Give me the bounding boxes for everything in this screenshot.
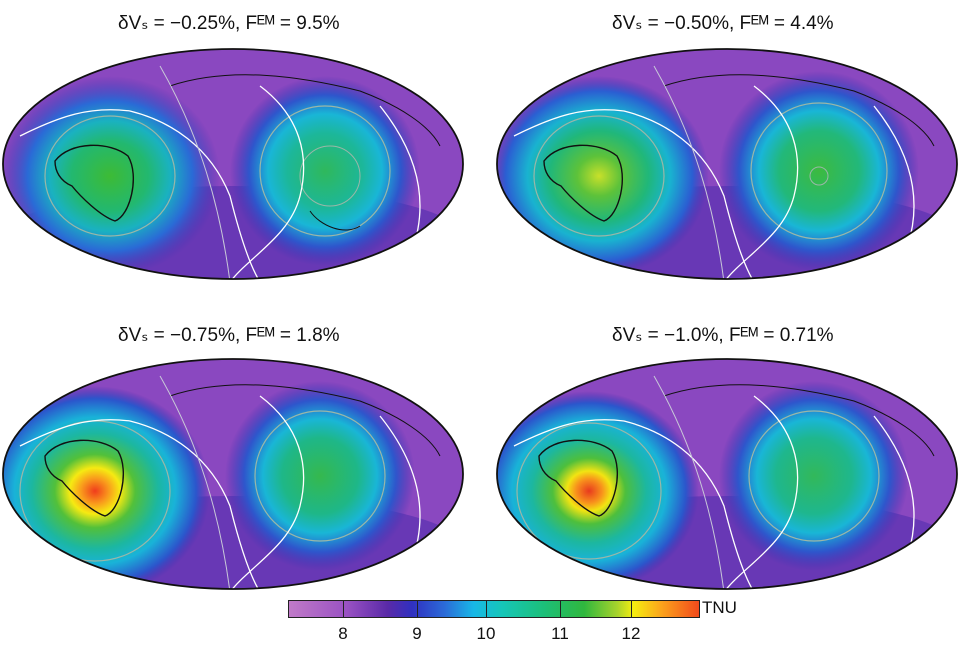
map-panel-3 — [2, 358, 464, 590]
colorbar — [288, 600, 700, 618]
colorbar-tick-12 — [631, 600, 632, 618]
panel-title-3-text: δVₛ = −0.75%, Fᴱᴹ = 1.8% — [118, 325, 340, 346]
map-panel-1 — [2, 48, 464, 280]
colorbar-tick-label-8: 8 — [338, 624, 348, 643]
colorbar-tick-label-11: 11 — [551, 624, 569, 643]
panel-title-2-text: δVₛ = −0.50%, Fᴱᴹ = 4.4% — [612, 13, 834, 34]
panel-title-1: δVₛ = −0.25%, Fᴱᴹ = 9.5% — [118, 14, 340, 33]
colorbar-tick-11 — [560, 600, 561, 618]
map-panel-4 — [496, 358, 958, 590]
map-panel-2 — [496, 48, 958, 280]
panel-title-1-text: δVₛ = −0.25%, Fᴱᴹ = 9.5% — [118, 13, 340, 34]
colorbar-tick-label-9: 9 — [412, 624, 422, 643]
colorbar-tick-9 — [417, 600, 418, 618]
colorbar-tick-label-10: 10 — [476, 624, 496, 643]
colorbar-tick-8 — [343, 600, 344, 618]
panel-title-2: δVₛ = −0.50%, Fᴱᴹ = 4.4% — [612, 14, 834, 33]
panel-title-4: δVₛ = −1.0%, Fᴱᴹ = 0.71% — [612, 326, 834, 345]
colorbar-tick-label-12: 12 — [621, 624, 641, 643]
panel-title-4-text: δVₛ = −1.0%, Fᴱᴹ = 0.71% — [612, 325, 834, 346]
colorbar-unit-label: TNU — [702, 598, 737, 617]
panel-title-3: δVₛ = −0.75%, Fᴱᴹ = 1.8% — [118, 326, 340, 345]
colorbar-tick-10 — [486, 600, 487, 618]
